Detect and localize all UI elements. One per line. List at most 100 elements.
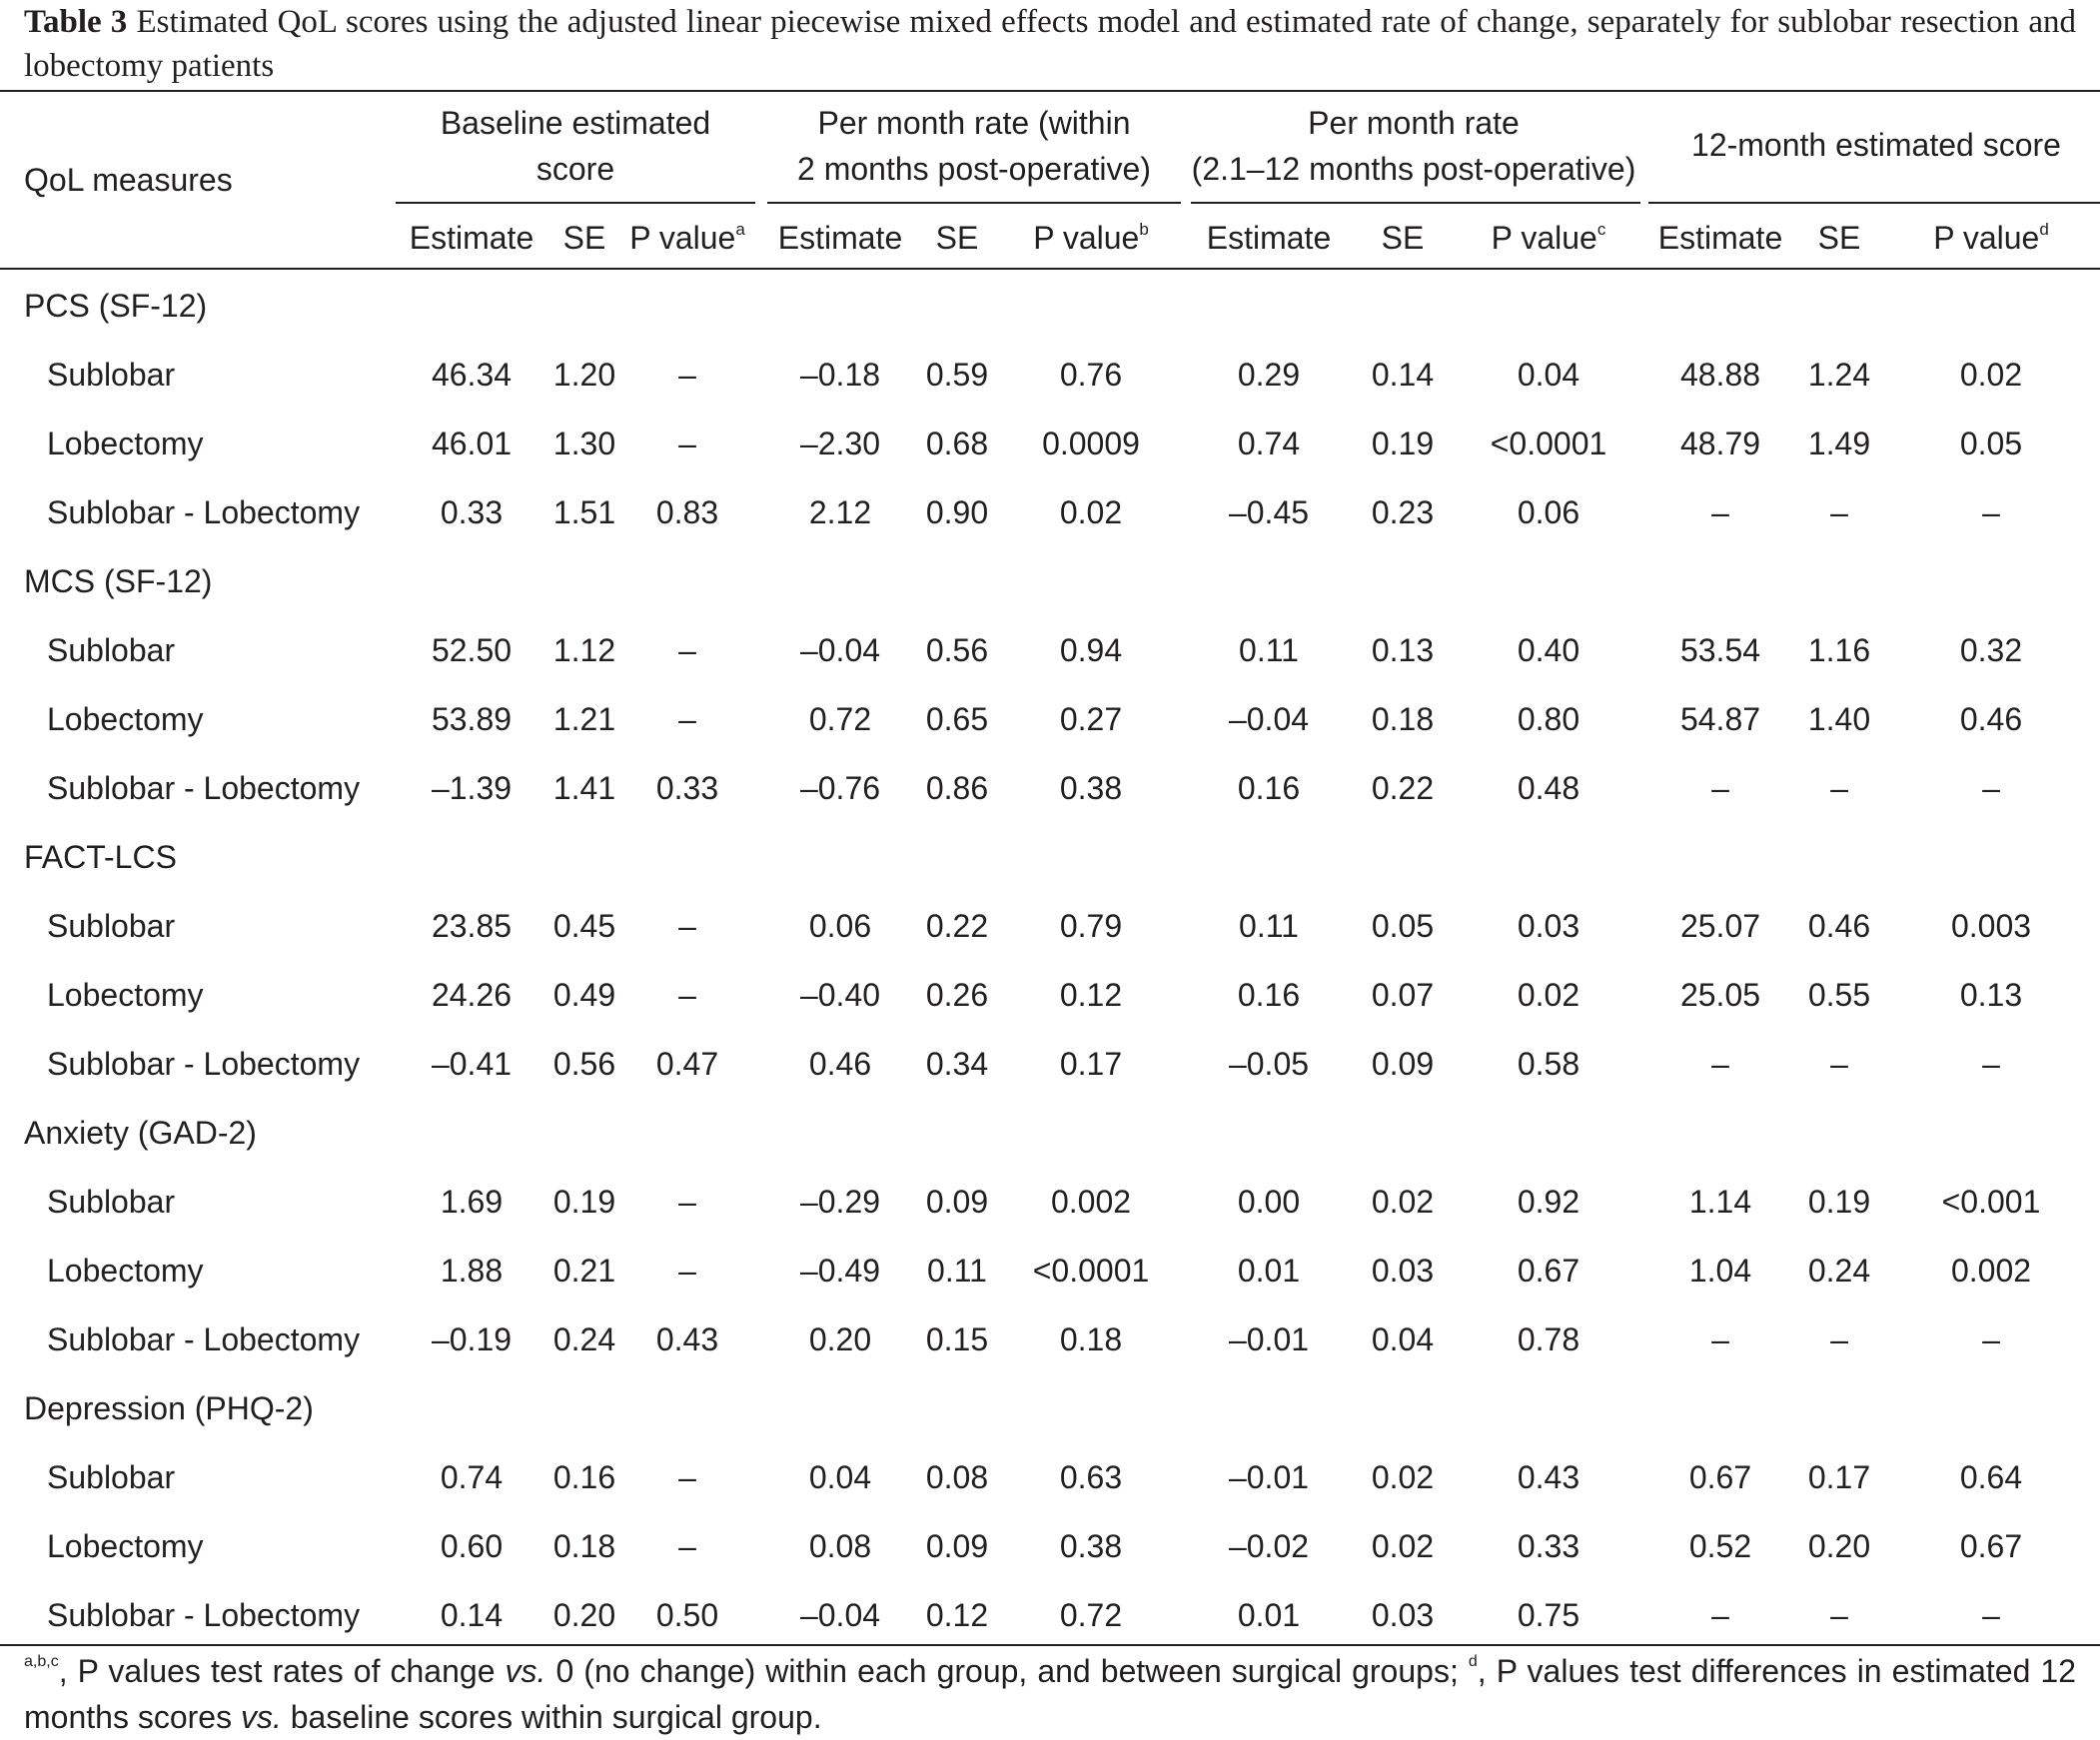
subheader-se-3: SE	[1381, 220, 1425, 256]
table-cell: –	[1982, 1321, 2000, 1357]
table-cell: 0.74	[1237, 426, 1301, 461]
group-rule-rate-late	[1191, 202, 1640, 204]
table-cell: 0.43	[1517, 1459, 1580, 1495]
table-cell: –	[678, 357, 696, 393]
row-label: Sublobar - Lobectomy	[47, 770, 361, 806]
subheader-se-1: SE	[562, 220, 606, 256]
table-cell: 0.80	[1517, 701, 1580, 737]
table-cell: –	[678, 908, 696, 944]
table-cell: 0.72	[1059, 1597, 1123, 1633]
table-cell: –	[1830, 1321, 1848, 1357]
table-cell: –0.19	[431, 1321, 513, 1357]
table-cell: 0.04	[1371, 1321, 1435, 1357]
table-cell: –0.04	[799, 632, 881, 668]
caption-text: Estimated QoL scores using the adjusted …	[24, 4, 2076, 84]
table-cell: 1.04	[1688, 1253, 1752, 1289]
table-cell: 0.02	[1959, 357, 2023, 393]
section-title: PCS (SF-12)	[24, 288, 208, 324]
table-cell: –1.39	[431, 770, 513, 806]
table-cell: 0.03	[1371, 1253, 1435, 1289]
table-cell: 0.11	[927, 1253, 987, 1289]
subheader-p-1: P valuea	[629, 220, 745, 256]
table-cell: –	[1830, 770, 1848, 806]
table-caption: Table 3 Estimated QoL scores using the a…	[24, 0, 2076, 88]
section-title: MCS (SF-12)	[24, 563, 213, 599]
table-cell: 0.13	[1371, 632, 1435, 668]
table-cell: 0.47	[655, 1046, 719, 1082]
table-cell: 0.46	[808, 1046, 872, 1082]
group-rule-12month	[1648, 202, 2100, 204]
table-cell: –	[1711, 1597, 1729, 1633]
table-cell: 0.46	[1959, 701, 2023, 737]
table-cell: –0.01	[1228, 1459, 1310, 1495]
table-cell: 0.18	[1371, 701, 1435, 737]
table-cell: –	[1830, 1597, 1848, 1633]
table-cell: 0.16	[552, 1459, 616, 1495]
table-cell: –	[1982, 1046, 2000, 1082]
group-rule-rate-early	[767, 202, 1181, 204]
table-cell: 0.22	[1371, 770, 1435, 806]
table-cell: –0.40	[799, 977, 881, 1013]
table-footnote: a,b,c, P values test rates of change vs.…	[24, 1653, 2077, 1735]
table-cell: 0.46	[1807, 908, 1871, 944]
table-cell: 0.02	[1371, 1459, 1435, 1495]
row-label: Sublobar	[47, 1184, 176, 1220]
row-header: QoL measures	[24, 162, 233, 198]
table-cell: –	[1711, 494, 1729, 530]
table-cell: 0.56	[925, 632, 989, 668]
row-label: Sublobar	[47, 1459, 176, 1495]
table-cell: 0.04	[1517, 357, 1580, 393]
table-cell: 0.16	[1237, 770, 1301, 806]
table-cell: –	[1982, 1597, 2000, 1633]
table-cell: 1.69	[440, 1184, 504, 1220]
table-cell: 0.20	[808, 1321, 872, 1357]
subheader-p-4: P valued	[1933, 220, 2049, 256]
table-cell: 0.0009	[1042, 426, 1140, 461]
table-cell: 0.06	[1517, 494, 1580, 530]
table-cell: 0.86	[925, 770, 989, 806]
table-cell: 0.55	[1807, 977, 1871, 1013]
table-cell: 0.67	[1959, 1528, 2023, 1564]
table-cell: 1.16	[1807, 632, 1871, 668]
row-label: Sublobar - Lobectomy	[47, 494, 361, 530]
subheader-estimate-1: Estimate	[409, 220, 534, 256]
table-cell: –0.18	[799, 357, 881, 393]
table-cell: 0.17	[1807, 1459, 1871, 1495]
table-cell: 0.32	[1959, 632, 2023, 668]
table-cell: 0.01	[1237, 1597, 1301, 1633]
table-cell: –2.30	[799, 426, 881, 461]
row-label: Sublobar - Lobectomy	[47, 1321, 361, 1357]
table-cell: –0.29	[799, 1184, 881, 1220]
table-label: Table 3	[24, 4, 128, 40]
table-cell: –0.05	[1228, 1046, 1310, 1082]
table-cell: 0.90	[925, 494, 989, 530]
table-cell: 0.63	[1059, 1459, 1123, 1495]
table-cell: 0.03	[1517, 908, 1580, 944]
section-title: Anxiety (GAD-2)	[24, 1115, 257, 1151]
group-header-rate-early: Per month rate (within 2 months post-ope…	[797, 105, 1151, 187]
table-cell: 0.49	[552, 977, 616, 1013]
table-cell: 0.29	[1237, 357, 1301, 393]
table-cell: –0.76	[799, 770, 881, 806]
table-cell: 46.01	[431, 426, 513, 461]
table-cell: <0.001	[1941, 1184, 2041, 1220]
table-cell: 0.13	[1959, 977, 2023, 1013]
table-cell: 0.24	[552, 1321, 616, 1357]
table-cell: 0.16	[1237, 977, 1301, 1013]
table-cell: 0.12	[1059, 977, 1123, 1013]
table-cell: 1.51	[552, 494, 616, 530]
table-cell: –	[678, 1253, 696, 1289]
group-header-baseline: Baseline estimated score	[440, 105, 711, 187]
table-cell: 0.52	[1688, 1528, 1752, 1564]
table-cell: 0.64	[1959, 1459, 2023, 1495]
subheader-se-2: SE	[935, 220, 979, 256]
table-cell: 53.54	[1679, 632, 1761, 668]
row-label: Sublobar	[47, 908, 176, 944]
table-cell: 0.12	[925, 1597, 989, 1633]
table-cell: 0.33	[655, 770, 719, 806]
table-cell: 0.83	[655, 494, 719, 530]
table-cell: –	[1830, 1046, 1848, 1082]
table-cell: 0.08	[925, 1459, 989, 1495]
row-label: Lobectomy	[47, 1528, 204, 1564]
table-cell: 0.09	[925, 1184, 989, 1220]
